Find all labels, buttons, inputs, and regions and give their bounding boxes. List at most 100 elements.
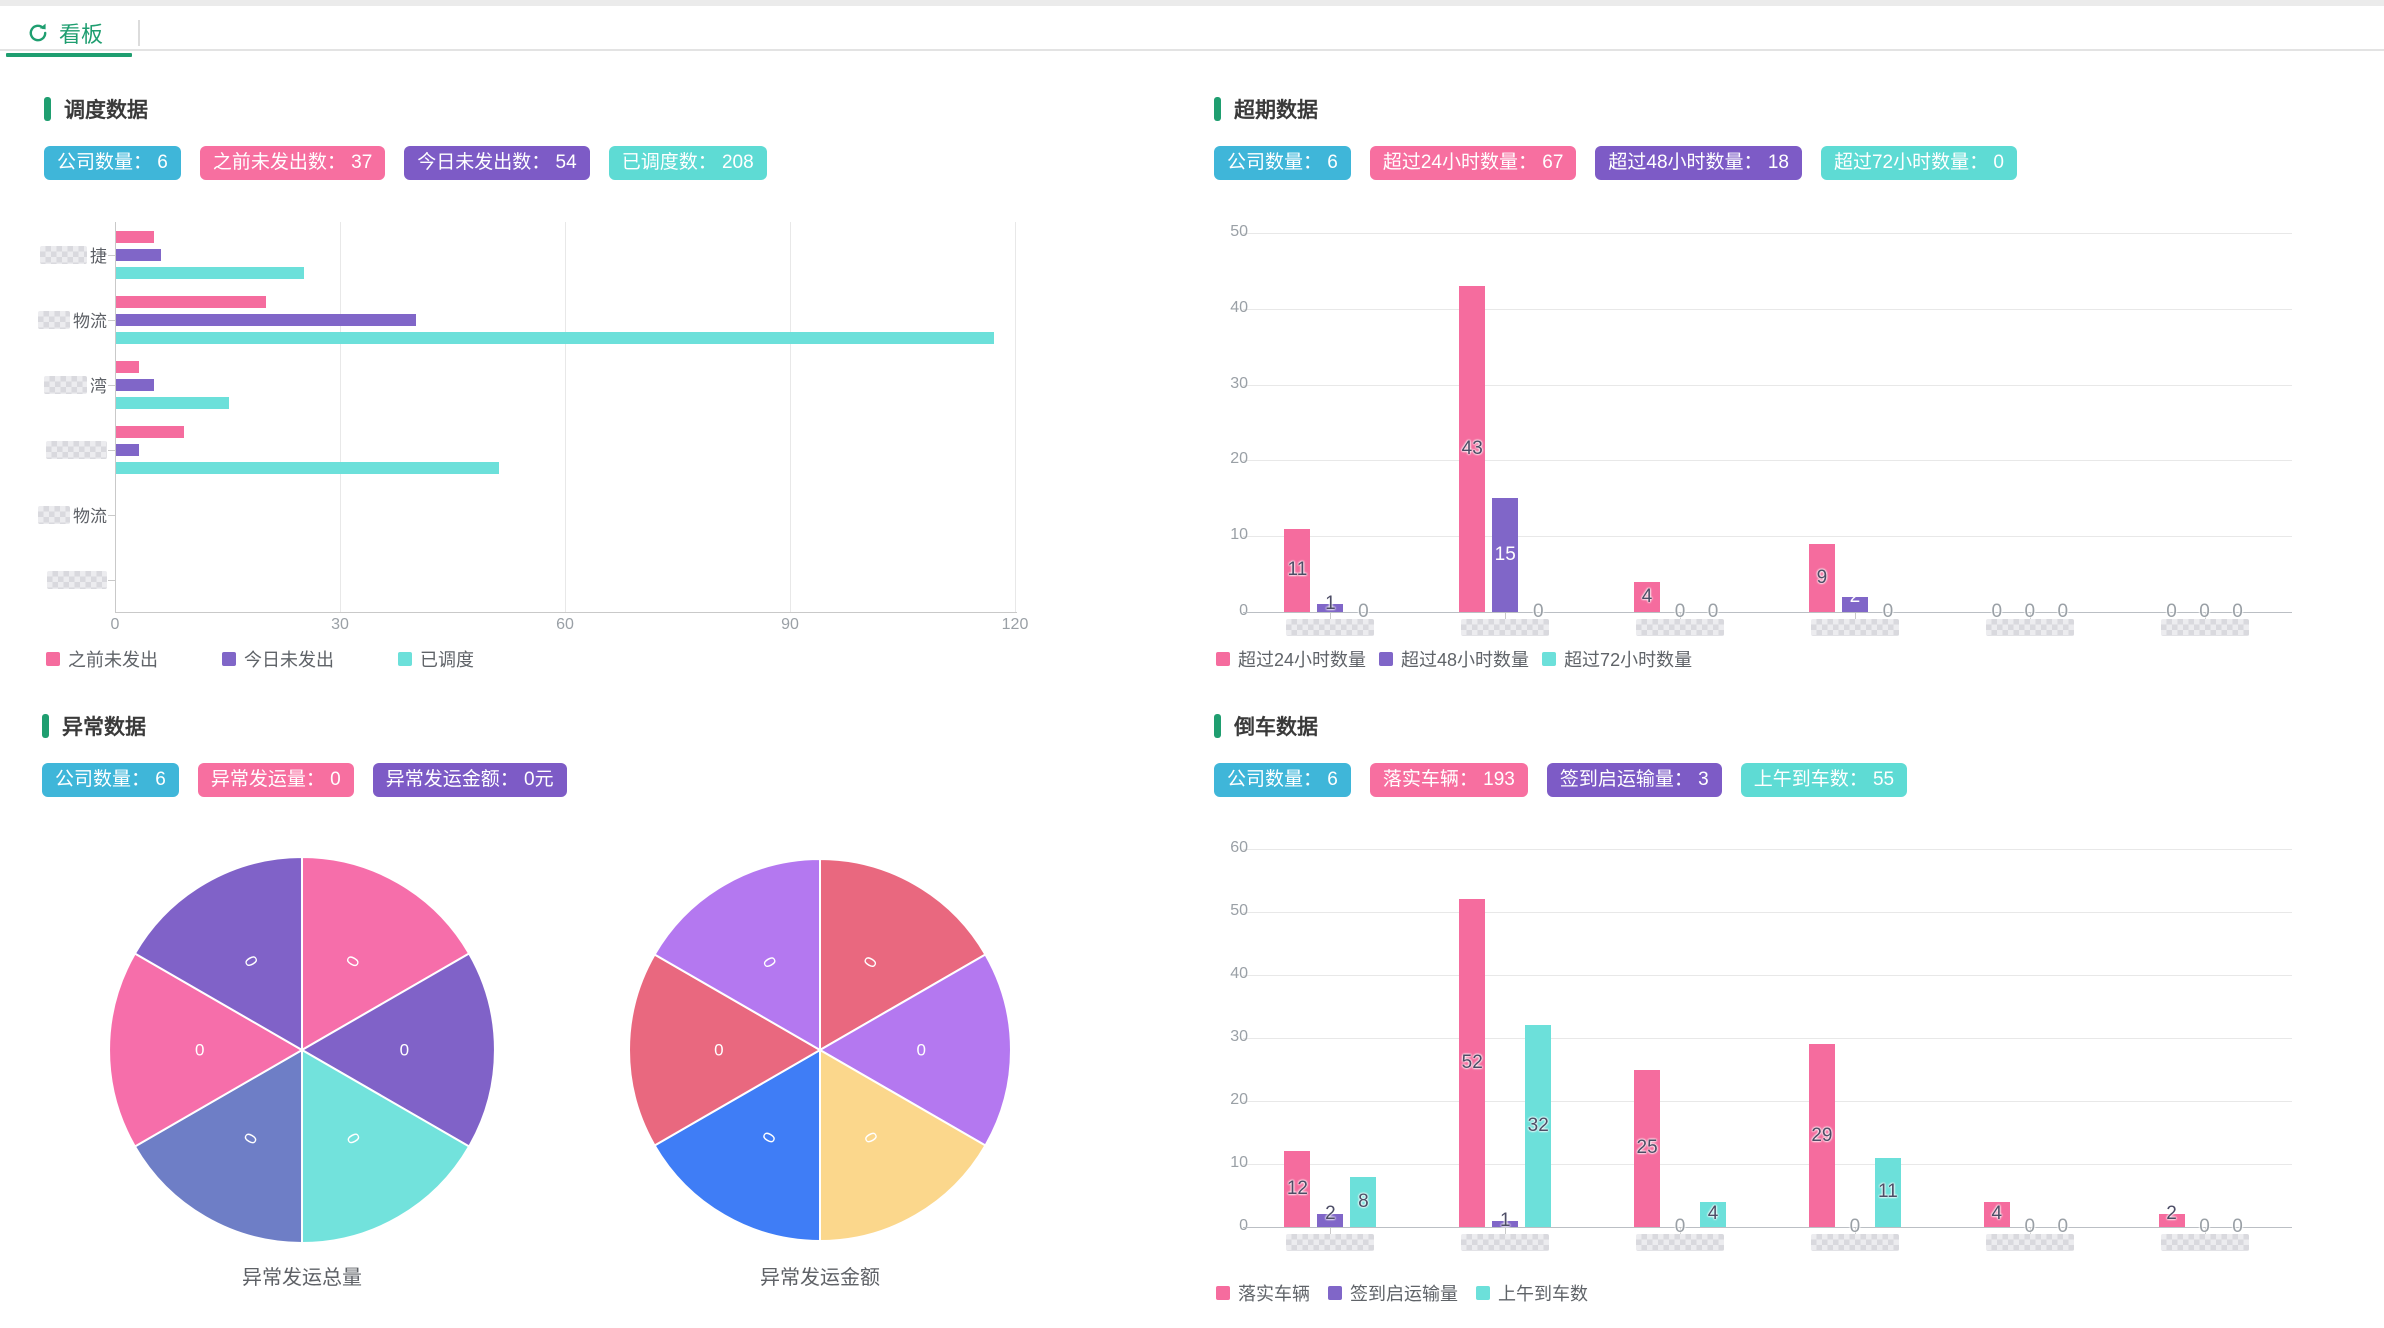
pie-slice-6: [653, 858, 821, 1051]
tab-bar: 看板: [0, 6, 2384, 57]
stat-badges: 公司数量： 6 落实车辆： 193 签到启运输量： 3 上午到车数： 55: [1214, 763, 1908, 797]
value-label: 1: [1499, 1209, 1511, 1231]
bar-超过48小时数量: [1317, 604, 1344, 612]
bar-之前未发出: [116, 360, 139, 373]
value-label: 0: [2024, 601, 2036, 622]
legend-item-3[interactable]: 上午到车数: [1476, 1280, 1588, 1306]
legend-item-2[interactable]: 签到启运输量: [1328, 1280, 1458, 1306]
bar-超过24小时数量: [1808, 543, 1835, 612]
legend-item-1[interactable]: 超过24小时数量: [1216, 646, 1366, 672]
y-axis-tick-label: 50: [1230, 902, 1248, 919]
value-label: 52: [1461, 1052, 1483, 1074]
value-label: 1: [1325, 593, 1336, 615]
category-label-redacted: [0, 569, 107, 591]
value-label: 0: [2166, 601, 2177, 622]
y-axis-tick-label: 40: [1230, 965, 1248, 982]
category-label-redacted: [1286, 619, 1375, 636]
bar-已调度: [116, 461, 499, 474]
pie-slice-1: [819, 858, 987, 1051]
gridline: [1243, 384, 2292, 386]
tab-dashboard[interactable]: 看板: [26, 18, 103, 48]
bar-上午到车数: [1525, 1025, 1552, 1227]
value-label: 0: [1991, 601, 2003, 622]
value-label: 0: [1674, 1216, 1686, 1237]
chart-legend: 落实车辆 签到启运输量 上午到车数: [1216, 1280, 1588, 1306]
bar-落实车辆: [1808, 1044, 1835, 1227]
x-axis-line: [1243, 1227, 2292, 1228]
x-axis-line: [115, 612, 1017, 613]
pie-slice-label: 0: [916, 1041, 925, 1060]
stat-badge-4: 超过72小时数量： 0: [1820, 146, 2017, 180]
category-label-redacted: [1636, 1234, 1725, 1251]
gridline: [1015, 222, 1016, 612]
bar-之前未发出: [116, 425, 184, 438]
category-label-redacted: 物流: [0, 504, 107, 526]
category-label-redacted: 物流: [0, 309, 107, 331]
axis-tick: [1505, 1228, 1507, 1234]
x-axis-tick-label: 120: [1001, 616, 1029, 633]
y-axis-tick-label: 10: [1230, 1154, 1248, 1171]
legend-item-1[interactable]: 落实车辆: [1216, 1280, 1310, 1306]
gridline: [1243, 536, 2292, 538]
panel-title-marker: [42, 714, 49, 738]
gridline: [790, 222, 791, 612]
panel-dispatch: 调度数据 公司数量： 6 之前未发出数： 37 今日未发出数： 54 已调度数： 20…: [38, 88, 1174, 688]
panel-title: 超期数据: [1234, 99, 1318, 122]
value-label: 2: [1849, 585, 1861, 607]
value-label: 0: [1849, 1216, 1861, 1237]
value-label: 0: [1707, 601, 1719, 622]
panel-header: 超期数据: [1214, 94, 1318, 124]
value-label: 4: [1641, 585, 1653, 607]
gridline: [1243, 975, 2292, 976]
gridline: [340, 222, 341, 612]
bar-之前未发出: [116, 295, 266, 308]
legend-swatch: [222, 652, 236, 666]
window-top-strip: [0, 0, 2384, 6]
chart-legend: 超过24小时数量 超过48小时数量 超过72小时数量: [1216, 646, 1692, 672]
pie-slice-1: [301, 856, 471, 1051]
pie-slice-label: 0: [714, 1041, 723, 1060]
redacted-text-block: [38, 310, 70, 329]
value-label: 9: [1816, 566, 1828, 588]
legend-label: 之前未发出: [68, 650, 158, 670]
legend-swatch: [1328, 1286, 1342, 1300]
value-label: 29: [1811, 1124, 1833, 1146]
panel-abnormal: 异常数据 公司数量： 6 异常发运量： 0 异常发运金额： 0元 0 0 0 0 0 0 异常发…: [42, 705, 1172, 1320]
legend-item-3[interactable]: 超过72小时数量: [1542, 646, 1692, 672]
value-label: 15: [1494, 544, 1516, 566]
bar-超过24小时数量: [1634, 581, 1661, 612]
gridline: [1243, 1101, 2292, 1102]
bar-签到启运输量: [1492, 1220, 1519, 1227]
value-label: 0: [1358, 601, 1369, 622]
pie-slice-label: 0: [400, 1041, 409, 1060]
legend-label: 超过72小时数量: [1564, 650, 1693, 670]
value-label: 12: [1286, 1178, 1308, 1200]
legend-swatch: [1216, 1286, 1230, 1300]
legend-item-3[interactable]: 已调度: [398, 646, 474, 672]
stat-badge-1: 公司数量： 6: [1214, 146, 1351, 180]
value-label: 32: [1527, 1115, 1549, 1137]
axis-tick: [2204, 613, 2206, 619]
stat-badge-3: 签到启运输量： 3: [1546, 763, 1722, 797]
legend-item-1[interactable]: 之前未发出: [46, 646, 158, 672]
legend-item-2[interactable]: 超过48小时数量: [1379, 646, 1529, 672]
legend-item-2[interactable]: 今日未发出: [222, 646, 334, 672]
gridline: [1243, 1038, 2292, 1039]
abnormal-amt-pie-chart: 0 0 0 0 0 0 异常发运金额: [42, 705, 1172, 1320]
y-axis-tick-label: 20: [1230, 450, 1248, 468]
bar-落实车辆: [1983, 1201, 2010, 1227]
x-axis-tick-label: 0: [110, 616, 120, 633]
stat-badge-2: 超过24小时数量： 67: [1369, 146, 1577, 180]
bar-上午到车数: [1700, 1201, 1727, 1227]
y-axis-tick-label: 0: [1239, 1217, 1248, 1234]
panel-title-marker: [44, 97, 51, 121]
value-label: 0: [2024, 1216, 2036, 1237]
axis-tick: [1680, 1228, 1682, 1234]
stat-badge-1: 公司数量： 6: [42, 763, 179, 797]
chart-legend: 之前未发出 今日未发出 已调度: [46, 646, 474, 672]
y-axis-tick-label: 30: [1230, 1028, 1248, 1045]
value-label: 0: [2232, 601, 2243, 622]
panel-title: 倒车数据: [1234, 716, 1318, 739]
refresh-icon[interactable]: [26, 21, 50, 45]
